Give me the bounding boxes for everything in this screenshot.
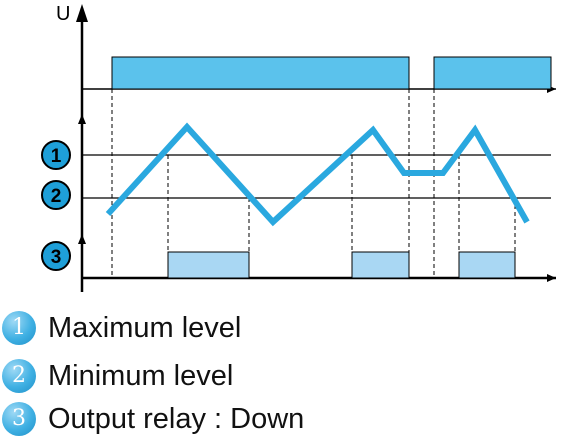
axis-tick-arrow-1 (78, 114, 86, 124)
legend-label-max-level: Maximum level (48, 311, 242, 344)
y-axis-label: U (56, 3, 70, 25)
relay-bar-2 (351, 251, 410, 279)
supply-bar-2 (433, 56, 552, 90)
marker-min-level: 2 (41, 180, 71, 210)
svg-text:1: 1 (51, 146, 62, 167)
legend-item-min-level: 2 Minimum level (0, 356, 560, 396)
legend-item-max-level: 1 Maximum level (0, 308, 560, 348)
legend-item-output-relay: 3 Output relay : Down (0, 399, 560, 439)
supply-bar-1 (111, 56, 410, 90)
legend-number-3: 3 (2, 402, 36, 436)
marker-output-relay: 3 (41, 241, 71, 271)
relay-bar-1 (167, 251, 250, 279)
axis-tick-arrow-2 (78, 234, 86, 244)
signal-line (105, 122, 530, 227)
y-axis-arrow (76, 4, 88, 22)
legend-number-2: 2 (2, 359, 36, 393)
timing-diagram: U 1 2 3 (41, 3, 556, 292)
legend-label-output-relay: Output relay : Down (48, 402, 305, 435)
relay-bar-3 (458, 251, 516, 279)
legend-number-1: 1 (2, 311, 36, 345)
marker-max-level: 1 (41, 140, 71, 170)
legend-label-min-level: Minimum level (48, 359, 234, 392)
svg-text:2: 2 (51, 186, 62, 207)
svg-text:3: 3 (51, 247, 62, 268)
dashed-guides (111, 89, 516, 278)
